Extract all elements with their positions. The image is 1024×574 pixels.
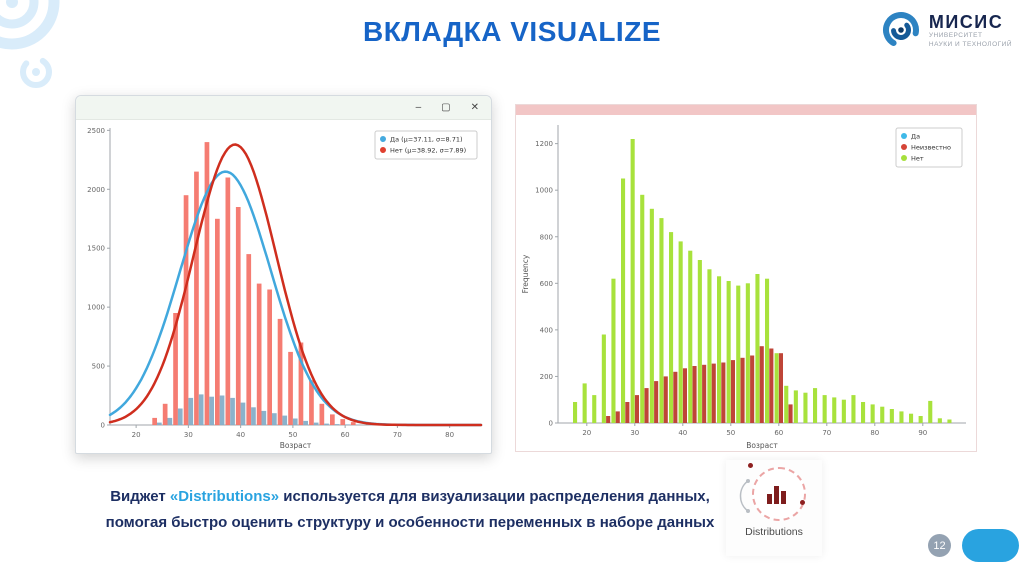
svg-text:800: 800 <box>540 233 553 241</box>
svg-text:1500: 1500 <box>87 245 105 253</box>
left-distribution-chart: 0 500 1000 1500 2000 2500 20 30 40 50 60 70 80 Возрас… <box>87 127 483 450</box>
bar-chart-icon <box>767 486 786 504</box>
logo-name: МИСИС <box>928 11 1004 32</box>
page-title: ВКЛАДКА VISUALIZE <box>363 16 661 47</box>
widget-label: Distributions <box>745 526 803 538</box>
svg-text:Да (μ=37.11, σ=8.71): Да (μ=37.11, σ=8.71) <box>390 136 463 144</box>
svg-text:2000: 2000 <box>87 186 105 194</box>
svg-text:20: 20 <box>582 429 591 437</box>
maximize-button[interactable]: ▢ <box>441 101 451 113</box>
minimize-button[interactable]: – <box>415 101 422 113</box>
caption: Виджет «Distributions» используется для … <box>0 484 820 536</box>
svg-text:Нет: Нет <box>911 155 924 163</box>
logo-subtitle-1: УНИВЕРСИТЕТ <box>928 32 983 39</box>
misis-logo-icon <box>882 12 919 48</box>
window-titlebar: – ▢ ✕ <box>76 96 491 120</box>
misis-logo: МИСИС УНИВЕРСИТЕТ НАУКИ И ТЕХНОЛОГИЙ <box>881 10 1012 50</box>
svg-text:80: 80 <box>870 429 879 437</box>
svg-text:60: 60 <box>774 429 783 437</box>
svg-text:0: 0 <box>101 422 105 430</box>
svg-text:30: 30 <box>630 429 639 437</box>
svg-text:30: 30 <box>184 431 193 439</box>
svg-text:Возраст: Возраст <box>280 441 312 450</box>
page-number-badge: 12 <box>928 534 951 557</box>
corner-accent-pill <box>962 529 1019 562</box>
distributions-widget-icon <box>752 467 806 521</box>
svg-text:50: 50 <box>288 431 297 439</box>
caption-prefix: Виджет <box>110 488 170 505</box>
svg-text:1000: 1000 <box>87 304 105 312</box>
svg-text:40: 40 <box>678 429 687 437</box>
close-button[interactable]: ✕ <box>470 101 479 113</box>
svg-text:Неизвестно: Неизвестно <box>911 144 951 152</box>
misis-logo-text: МИСИС УНИВЕРСИТЕТ НАУКИ И ТЕХНОЛОГИЙ <box>929 13 1012 48</box>
logo-subtitle-2: НАУКИ И ТЕХНОЛОГИЙ <box>928 40 1012 48</box>
svg-text:0: 0 <box>549 420 553 428</box>
right-panel-titlebar <box>516 105 976 115</box>
svg-text:200: 200 <box>540 373 553 381</box>
svg-text:600: 600 <box>540 280 553 288</box>
caption-suffix: используется для визуализации распределе… <box>279 488 710 505</box>
svg-text:1200: 1200 <box>535 140 553 148</box>
svg-text:60: 60 <box>341 431 350 439</box>
svg-text:50: 50 <box>726 429 735 437</box>
distributions-widget-card[interactable]: Distributions <box>726 460 822 556</box>
svg-text:70: 70 <box>822 429 831 437</box>
svg-text:80: 80 <box>445 431 454 439</box>
svg-text:Frequency: Frequency <box>521 254 530 293</box>
widget-connector-icon <box>739 479 750 513</box>
caption-line-1: Виджет «Distributions» используется для … <box>0 484 820 510</box>
svg-text:2500: 2500 <box>87 127 105 135</box>
left-chart-window: – ▢ ✕ 0 500 1000 1500 2000 2500 20 30 40 50 60 70 80… <box>75 95 492 454</box>
svg-text:Нет (μ=38.92, σ=7.89): Нет (μ=38.92, σ=7.89) <box>390 147 466 155</box>
svg-text:20: 20 <box>132 431 141 439</box>
caption-line-2: помогая быстро оценить структуру и особе… <box>105 514 715 531</box>
svg-text:Возраст: Возраст <box>746 441 778 450</box>
widget-port-dot <box>748 463 753 468</box>
caption-highlight: «Distributions» <box>169 488 280 505</box>
svg-text:90: 90 <box>918 429 927 437</box>
svg-text:70: 70 <box>393 431 402 439</box>
svg-text:1000: 1000 <box>535 187 553 195</box>
svg-text:400: 400 <box>540 326 553 334</box>
svg-text:500: 500 <box>92 363 105 371</box>
svg-text:Да: Да <box>911 133 920 141</box>
right-chart-panel: 0 200 400 600 800 1000 1200 20 30 40 50 60 70 80 90 Воз… <box>515 104 977 452</box>
widget-port-dot <box>800 500 805 505</box>
right-distribution-chart: 0 200 400 600 800 1000 1200 20 30 40 50 60 70 80 90 Воз… <box>521 125 966 450</box>
svg-text:40: 40 <box>236 431 245 439</box>
page-number: 12 <box>933 539 946 552</box>
